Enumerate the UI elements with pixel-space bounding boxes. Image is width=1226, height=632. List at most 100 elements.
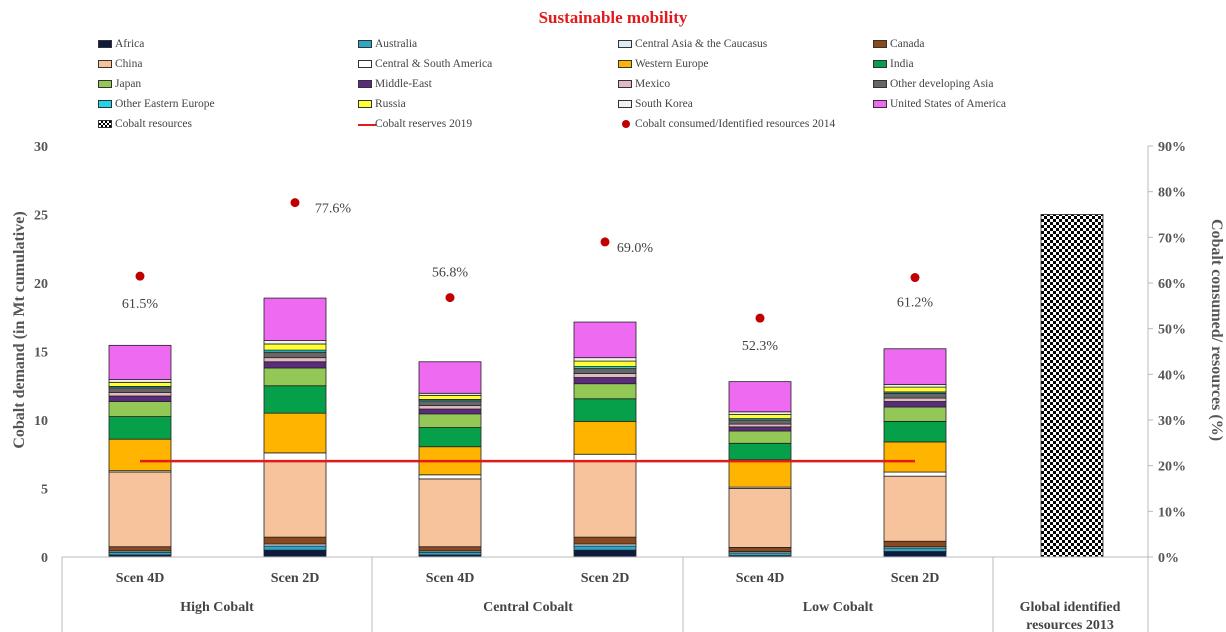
y2-tick-label: 30% xyxy=(1158,414,1186,429)
legend: Africa Australia Central Asia & the Caucas… xyxy=(0,0,1226,140)
x-group-label: Low Cobalt xyxy=(803,600,874,615)
bar-segment xyxy=(728,414,792,420)
bar-segment xyxy=(108,551,172,556)
legend-label: Central Asia & the Caucasus xyxy=(635,38,768,50)
legend-label: Other Eastern Europe xyxy=(115,98,215,110)
legend-label: United States of America xyxy=(890,98,1006,110)
bar-segment xyxy=(263,297,327,341)
bar-segment xyxy=(418,413,482,428)
bar-segment xyxy=(108,395,172,402)
legend-swatch xyxy=(358,60,372,68)
bar-segment xyxy=(108,546,172,552)
bar-segment xyxy=(418,546,482,552)
x-tick-label: Scen 2D xyxy=(271,571,320,586)
bar-segment xyxy=(728,426,792,432)
bar-segment xyxy=(418,551,482,556)
bar-segment xyxy=(263,545,327,551)
legend-label: Japan xyxy=(115,78,142,90)
legend-dot xyxy=(622,120,630,128)
bar-segment xyxy=(883,392,947,399)
legend-swatch xyxy=(873,40,887,48)
y-tick-label: 15 xyxy=(34,346,48,361)
legend-label: Mexico xyxy=(635,78,671,90)
y-tick-label: 0 xyxy=(41,551,48,566)
x-tick-label: Scen 2D xyxy=(581,571,630,586)
chart-title: Sustainable mobility xyxy=(538,8,688,27)
bar-segment xyxy=(883,348,947,385)
legend-swatch xyxy=(98,80,112,88)
bar-segment xyxy=(573,420,637,455)
bar-segment xyxy=(573,360,637,367)
bar-segment xyxy=(263,412,327,454)
legend-swatch xyxy=(873,100,887,108)
bar-segment xyxy=(108,438,172,472)
bar-segment xyxy=(573,460,637,538)
legend-label: Africa xyxy=(115,38,145,50)
legend-swatch xyxy=(98,100,112,108)
consumed-point-label: 61.2% xyxy=(897,296,934,311)
legend-label: India xyxy=(890,58,914,70)
legend-label: China xyxy=(115,58,143,70)
legend-label: Other developing Asia xyxy=(890,78,994,90)
bar-segment xyxy=(263,549,327,558)
y-tick-label: 30 xyxy=(34,140,48,155)
bar-segment xyxy=(883,441,947,473)
consumed-point-label: 52.3% xyxy=(742,339,779,354)
y2-tick-label: 40% xyxy=(1158,368,1186,383)
legend-swatch xyxy=(358,40,372,48)
bar-segment xyxy=(263,343,327,351)
legend-swatch xyxy=(873,80,887,88)
bar-segment xyxy=(573,377,637,385)
y-axis-label: Cobalt demand (in Mt cumulative) xyxy=(11,211,28,448)
y2-tick-label: 80% xyxy=(1158,186,1186,201)
bar-segment xyxy=(883,540,947,548)
x-tick-label: Scen 2D xyxy=(891,571,940,586)
legend-label: Middle-East xyxy=(375,78,432,90)
bar-segment xyxy=(108,344,172,380)
y2-axis-label: Cobalt consumed/ resources (%) xyxy=(1208,219,1225,441)
bar-segment xyxy=(418,427,482,448)
bar-segment xyxy=(728,423,792,428)
bar-segment xyxy=(728,411,792,415)
legend-swatch xyxy=(98,120,112,128)
bar-segment xyxy=(728,488,792,548)
x-tick-label: Scen 4D xyxy=(736,571,785,586)
x-group-label: Global identified resources 2013 xyxy=(1020,600,1121,632)
bar-segment xyxy=(573,536,637,545)
bar-segment xyxy=(728,552,792,557)
bar-segment xyxy=(573,357,637,362)
bar-segment xyxy=(573,545,637,551)
legend-swatch xyxy=(618,60,632,68)
y-tick-label: 10 xyxy=(34,414,48,429)
bar-segment xyxy=(883,397,947,402)
bar-segment xyxy=(108,401,172,417)
consumed-point xyxy=(910,273,920,283)
x-group-label: High Cobalt xyxy=(180,600,254,615)
bar-segment xyxy=(573,321,637,359)
legend-label: Russia xyxy=(375,98,406,110)
bar-segment xyxy=(573,383,637,400)
legend-swatch xyxy=(98,60,112,68)
x-tick-label: Scen 4D xyxy=(426,571,475,586)
y2-tick-label: 0% xyxy=(1158,551,1179,566)
bar-segment xyxy=(108,379,172,383)
consumed-point-label: 77.6% xyxy=(315,202,352,217)
legend-swatch xyxy=(618,80,632,88)
bar-segment xyxy=(263,351,327,359)
y2-tick-label: 90% xyxy=(1158,140,1186,155)
consumed-point xyxy=(445,293,455,303)
y-tick-label: 20 xyxy=(34,277,48,292)
bar-segment xyxy=(263,460,327,538)
bar-segment xyxy=(573,549,637,558)
legend-swatch xyxy=(618,100,632,108)
bar-segment xyxy=(883,547,947,552)
bar-segment xyxy=(883,401,947,408)
bar-segment xyxy=(883,383,947,388)
bar-segment xyxy=(883,551,947,558)
legend-swatch xyxy=(873,60,887,68)
consumed-point-label: 69.0% xyxy=(617,241,654,256)
legend-label: Canada xyxy=(890,38,925,50)
bar-segment xyxy=(573,453,637,461)
bar-segment xyxy=(728,547,792,552)
